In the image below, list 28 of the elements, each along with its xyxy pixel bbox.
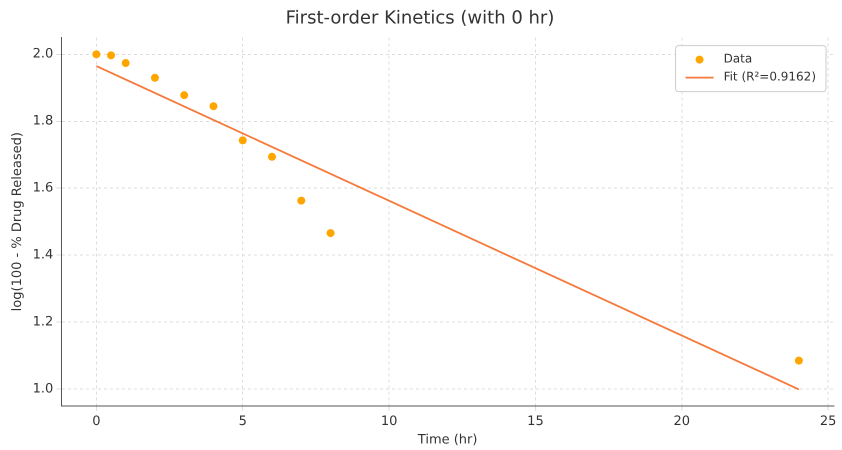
x-tick-label: 0 <box>92 414 101 429</box>
point <box>297 196 306 205</box>
y-tick-label: 1.8 <box>32 114 54 129</box>
x-tick-label: 5 <box>238 414 247 429</box>
y-tick-label: 1.4 <box>32 248 54 263</box>
point <box>150 74 159 82</box>
x-tick-label: 10 <box>380 414 398 429</box>
point <box>180 91 188 100</box>
point <box>238 136 247 144</box>
x-tick-label: 20 <box>674 414 690 429</box>
point <box>107 51 116 60</box>
y-tick-label: 1.6 <box>32 180 54 196</box>
legend-label: Data <box>724 52 752 66</box>
chart-title: First-order Kinetics (with 0 hr) <box>286 7 554 28</box>
x-axis-title: Time (hr) <box>416 432 478 448</box>
y-tick-label: 1.0 <box>32 381 54 396</box>
point <box>794 356 803 365</box>
legend-label: Fit (R²=0.9162) <box>724 70 816 84</box>
point <box>268 152 276 161</box>
point <box>209 102 218 110</box>
x-tick-label: 15 <box>527 414 544 429</box>
y-tick-label: 2.0 <box>32 46 54 62</box>
point <box>326 229 335 238</box>
point <box>92 50 100 58</box>
y-axis-title: log(100 - % Drug Released) <box>10 132 26 312</box>
point <box>122 59 130 68</box>
x-tick-label: 25 <box>820 414 836 429</box>
y-tick-label: 1.2 <box>32 314 54 330</box>
